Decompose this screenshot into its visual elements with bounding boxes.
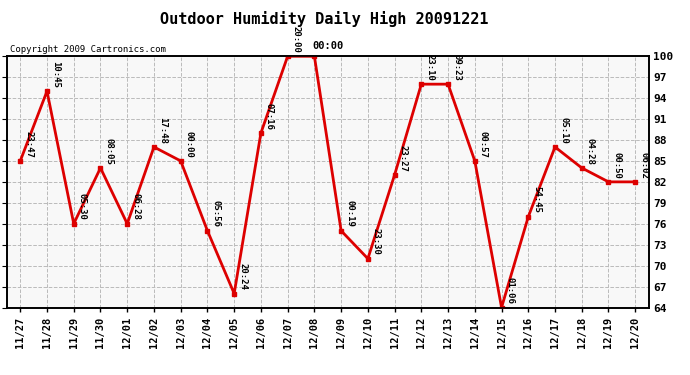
Text: 08:05: 08:05: [104, 138, 113, 164]
Text: 04:28: 04:28: [586, 138, 595, 164]
Text: 20:24: 20:24: [238, 263, 247, 290]
Text: 07:16: 07:16: [265, 103, 274, 129]
Text: Copyright 2009 Cartronics.com: Copyright 2009 Cartronics.com: [10, 45, 166, 54]
Text: 00:00: 00:00: [185, 130, 194, 158]
Text: 00:50: 00:50: [613, 152, 622, 178]
Text: 05:10: 05:10: [559, 117, 568, 144]
Text: 06:28: 06:28: [131, 194, 140, 220]
Text: 01:06: 01:06: [506, 277, 515, 304]
Text: 17:48: 17:48: [158, 117, 167, 144]
Text: 10:45: 10:45: [51, 61, 60, 88]
Text: 23:10: 23:10: [425, 54, 434, 81]
Text: 54:45: 54:45: [532, 186, 541, 213]
Text: 00:57: 00:57: [479, 130, 488, 158]
Text: 05:30: 05:30: [78, 194, 87, 220]
Text: 23:27: 23:27: [399, 144, 408, 171]
Text: 05:56: 05:56: [211, 200, 220, 227]
Text: 20:00: 20:00: [292, 26, 301, 53]
Text: 00:19: 00:19: [345, 200, 354, 227]
Text: 06:02: 06:02: [639, 152, 648, 178]
Text: Outdoor Humidity Daily High 20091221: Outdoor Humidity Daily High 20091221: [160, 11, 489, 27]
Text: 00:00: 00:00: [312, 40, 344, 51]
Text: 23:30: 23:30: [372, 228, 381, 255]
Text: 09:23: 09:23: [452, 54, 461, 81]
Text: 23:47: 23:47: [24, 130, 33, 158]
